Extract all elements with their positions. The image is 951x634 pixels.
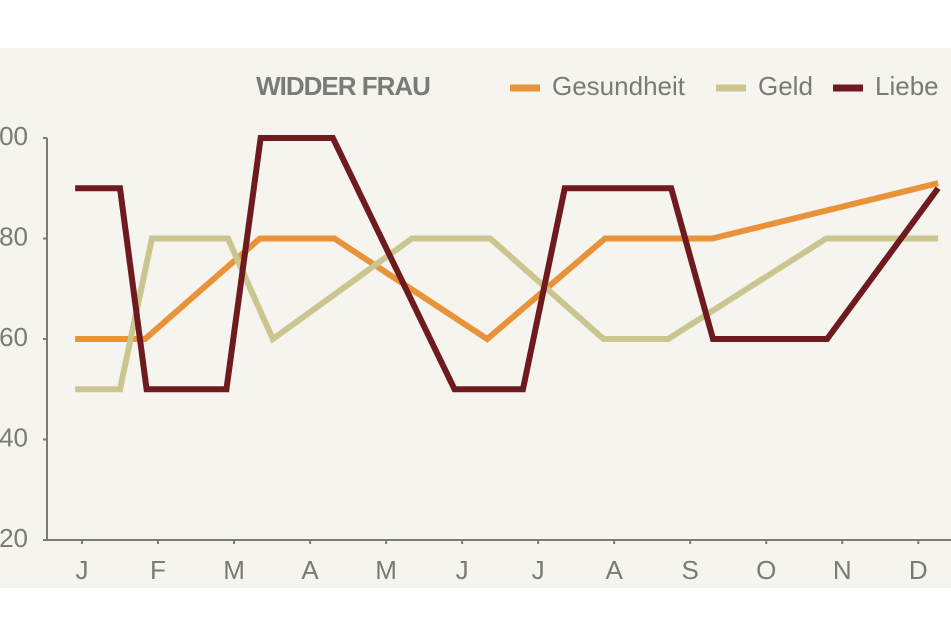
y-tick-label: 60 (0, 322, 28, 352)
y-tick-label: 80 (0, 221, 28, 251)
line-series (75, 235, 939, 393)
x-tick-label: N (833, 555, 852, 585)
x-tick-label: M (223, 555, 245, 585)
x-tick-label: J (532, 555, 545, 585)
x-tick-label: J (75, 555, 88, 585)
x-tick-label: A (301, 555, 319, 585)
x-tick-label: O (756, 555, 776, 585)
legend-label: Gesundheit (552, 71, 686, 101)
chart-background (0, 48, 951, 588)
y-tick-label: 40 (0, 422, 28, 452)
legend-label: Liebe (875, 71, 939, 101)
legend-label: Geld (758, 71, 813, 101)
y-tick-label: 100 (0, 121, 28, 151)
chart-title: WIDDER FRAU (256, 71, 430, 101)
x-tick-label: D (909, 555, 928, 585)
y-tick-label: 20 (0, 523, 28, 553)
x-tick-label: F (150, 555, 166, 585)
line-series (75, 135, 941, 393)
x-tick-label: S (682, 555, 699, 585)
x-tick-label: A (606, 555, 624, 585)
x-tick-label: M (375, 555, 397, 585)
x-tick-label: J (456, 555, 469, 585)
line-series (75, 180, 939, 343)
